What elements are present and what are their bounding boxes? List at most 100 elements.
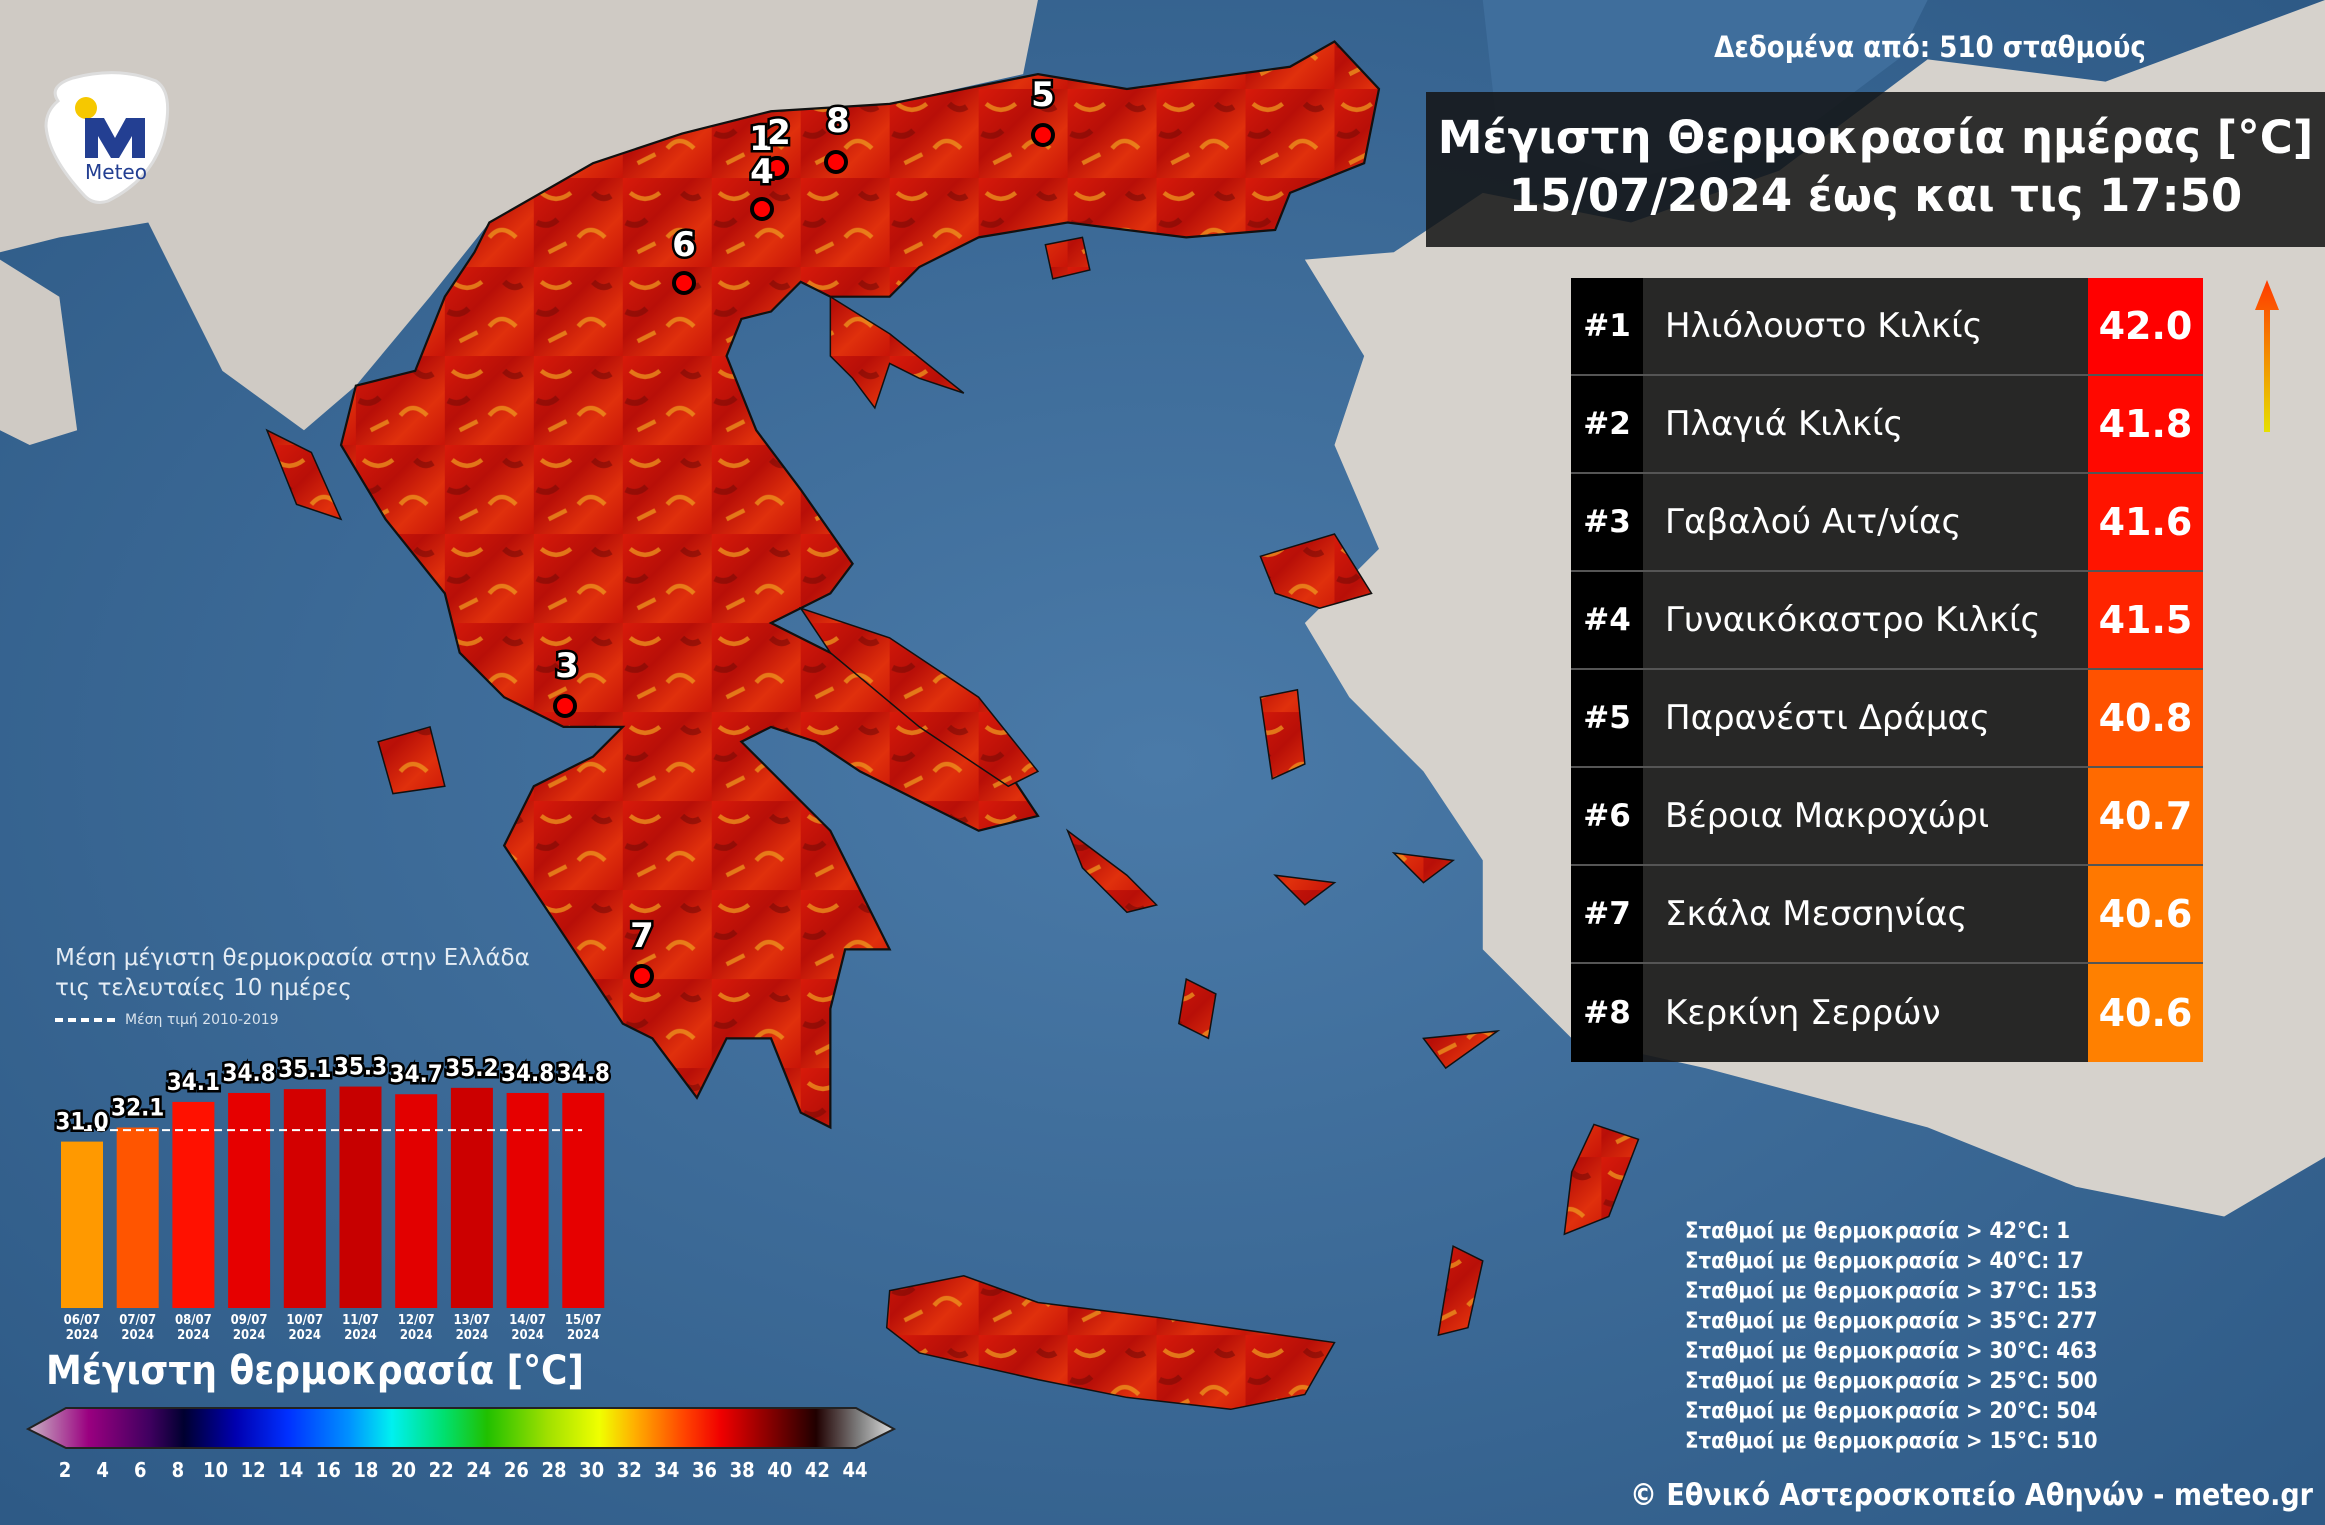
color-scale-ticks: 2 4 6 8 10 12 14 16 18 20 22 24 26 28 30 32 34 36 38 40 42 44: [0, 1458, 900, 1488]
bar-date-label: 2024: [567, 1328, 600, 1343]
rank: #1: [1571, 278, 1643, 374]
color-scale-tick: 8: [171, 1458, 185, 1482]
station-name: Ηλιόλουστο Κιλκίς: [1643, 278, 2088, 374]
bar-date-label: 09/07: [231, 1313, 268, 1328]
bar-date-label: 13/07: [453, 1313, 490, 1328]
thasos: [1044, 236, 1091, 280]
italy-land: [0, 259, 78, 446]
color-scale-tick: 18: [353, 1458, 379, 1482]
bar-date-label: 2024: [344, 1328, 377, 1343]
bar-value-label: 34.8: [222, 1059, 275, 1087]
color-scale-tick: 32: [616, 1458, 642, 1482]
station-marker: [750, 197, 774, 221]
balkans-land: [0, 0, 1038, 431]
color-scale-tick: 4: [96, 1458, 109, 1482]
rhodes: [1563, 1123, 1640, 1236]
bar: [283, 1089, 326, 1308]
bar-date-label: 06/07: [64, 1313, 101, 1328]
station-marker: [1031, 123, 1055, 147]
rank: #3: [1571, 474, 1643, 570]
color-scale-tick: 6: [133, 1458, 147, 1482]
station-marker: [553, 694, 577, 718]
station-marker-label: 1: [749, 119, 773, 159]
station-name: Σκάλα Μεσσηνίας: [1643, 866, 2088, 962]
bar: [339, 1086, 382, 1308]
bar-date-label: 08/07: [175, 1313, 212, 1328]
bar-date-label: 2024: [456, 1328, 489, 1343]
max-temp-value: 41.5: [2088, 572, 2203, 668]
max-temp-value: 41.6: [2088, 474, 2203, 570]
station-marker: [672, 271, 696, 295]
threshold-line: Σταθμοί με θερμοκρασία > 15°C: 510: [1685, 1429, 2098, 1454]
title-box: Μέγιστη Θερμοκρασία ημέρας [°C] 15/07/20…: [1426, 92, 2325, 247]
color-scale-tick: 10: [202, 1458, 228, 1482]
rank: #8: [1571, 964, 1643, 1062]
station-marker-label: 7: [630, 916, 654, 956]
bar: [228, 1092, 271, 1308]
reference-legend: Μέση τιμή 2010-2019: [55, 1012, 279, 1028]
page-date: 15/07/2024 έως και τις 17:50: [1508, 169, 2243, 222]
color-scale-tick: 42: [804, 1458, 830, 1482]
bar-value-label: 35.3: [334, 1053, 387, 1081]
bar-date-label: 12/07: [398, 1313, 435, 1328]
color-scale-tick: 36: [691, 1458, 718, 1482]
ranking-row: #1 Ηλιόλουστο Κιλκίς 42.0: [1571, 278, 2203, 376]
station-name: Παρανέστι Δράμας: [1643, 670, 2088, 766]
station-marker: [824, 150, 848, 174]
bar-date-label: 10/07: [286, 1313, 323, 1328]
station-marker-label: 8: [826, 101, 850, 141]
bar: [506, 1092, 549, 1308]
bar-chart: 31.006/07202432.107/07202434.108/0720243…: [53, 1050, 613, 1343]
bar-chart-subtitle: τις τελευταίες 10 ημέρες: [55, 975, 352, 1001]
max-temp-value: 40.6: [2088, 964, 2203, 1062]
color-scale-tick: 16: [315, 1458, 341, 1482]
station-name: Γαβαλού Αιτ/νίας: [1643, 474, 2088, 570]
dashed-line-icon: [55, 1018, 115, 1022]
bar-date-label: 14/07: [509, 1313, 546, 1328]
color-scale-tick: 30: [579, 1458, 605, 1482]
bar-date-label: 2024: [233, 1328, 266, 1343]
bar: [116, 1127, 159, 1308]
stations-count-note: Δεδομένα από: 510 σταθμούς: [1714, 30, 2146, 64]
euboea: [798, 606, 1040, 788]
threshold-line: Σταθμοί με θερμοκρασία > 20°C: 504: [1685, 1399, 2098, 1424]
station-marker-label: 2: [767, 113, 791, 153]
bar-date-label: 2024: [289, 1328, 322, 1343]
bar-date-label: 2024: [511, 1328, 544, 1343]
color-scale-tick: 2: [58, 1458, 72, 1482]
max-temp-value: 40.8: [2088, 670, 2203, 766]
bar-value-label: 31.0: [55, 1108, 108, 1136]
logo-text: Meteo: [85, 160, 147, 184]
max-temp-value: 41.8: [2088, 376, 2203, 472]
page-title: Μέγιστη Θερμοκρασία ημέρας [°C]: [1437, 111, 2314, 164]
bar: [61, 1141, 103, 1308]
copyright: © Εθνικό Αστεροσκοπείο Αθηνών - meteo.gr: [1630, 1478, 2313, 1513]
max-temp-value: 42.0: [2088, 278, 2203, 374]
chalkidiki: [829, 295, 965, 410]
station-marker: [630, 964, 654, 988]
color-scale-tick: 28: [541, 1458, 567, 1482]
ranking-row: #6 Βέροια Μακροχώρι 40.7: [1571, 768, 2203, 866]
chios: [1259, 688, 1306, 780]
station-marker-label: 3: [555, 646, 579, 686]
corfu: [265, 428, 343, 521]
color-scale-tick: 20: [391, 1458, 417, 1482]
color-scale-tick: 38: [729, 1458, 755, 1482]
kefalonia: [377, 725, 446, 795]
bar: [395, 1094, 438, 1308]
rank: #2: [1571, 376, 1643, 472]
ranking-row: #3 Γαβαλού Αιτ/νίας 41.6: [1571, 474, 2203, 572]
color-scale-tick: 26: [503, 1458, 529, 1482]
cyclades: [1065, 828, 1501, 1337]
threshold-line: Σταθμοί με θερμοκρασία > 35°C: 277: [1685, 1309, 2098, 1334]
threshold-line: Σταθμοί με θερμοκρασία > 37°C: 153: [1685, 1279, 2098, 1304]
station-name: Πλαγιά Κιλκίς: [1643, 376, 2088, 472]
color-scale-tick: 12: [240, 1458, 266, 1482]
color-scale-tick: 34: [654, 1458, 680, 1482]
bar-value-label: 35.2: [445, 1054, 498, 1082]
bar-date-label: 2024: [121, 1328, 154, 1343]
greece-mainland: [339, 40, 1381, 1130]
threshold-line: Σταθμοί με θερμοκρασία > 30°C: 463: [1685, 1339, 2098, 1364]
lesvos: [1259, 533, 1373, 609]
